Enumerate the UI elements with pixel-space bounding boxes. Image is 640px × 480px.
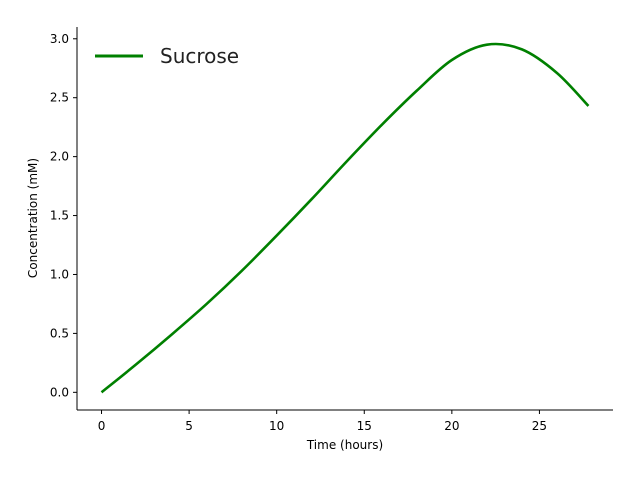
x-tick-label: 0: [98, 419, 106, 433]
legend: Sucrose: [95, 44, 239, 68]
y-tick-label: 2.0: [50, 150, 69, 164]
x-tick-label: 15: [357, 419, 372, 433]
y-tick-label: 1.0: [50, 267, 69, 281]
y-tick-label: 1.5: [50, 209, 69, 223]
y-tick-label: 3.0: [50, 32, 69, 46]
legend-label-sucrose: Sucrose: [160, 44, 239, 68]
series-layer: [100, 42, 590, 394]
x-axis-label: Time (hours): [306, 438, 383, 452]
y-tick-label: 2.5: [50, 91, 69, 105]
y-tick-label: 0.0: [50, 385, 69, 399]
series-line-sucrose: [100, 42, 590, 394]
y-tick-label: 0.5: [50, 326, 69, 340]
x-tick-label: 25: [532, 419, 547, 433]
x-tick-label: 20: [444, 419, 459, 433]
y-axis-label: Concentration (mM): [26, 158, 40, 278]
x-tick-label: 10: [269, 419, 284, 433]
x-tick-label: 5: [185, 419, 193, 433]
x-axis-ticks: 0 5 10 15 20 25: [98, 410, 547, 433]
y-axis-ticks: 0.0 0.5 1.0 1.5 2.0 2.5 3.0: [50, 32, 77, 399]
plot-area: 0 5 10 15 20 25 0.0 0.5 1.0 1.5 2.0 2.5 3.0: [50, 27, 613, 433]
